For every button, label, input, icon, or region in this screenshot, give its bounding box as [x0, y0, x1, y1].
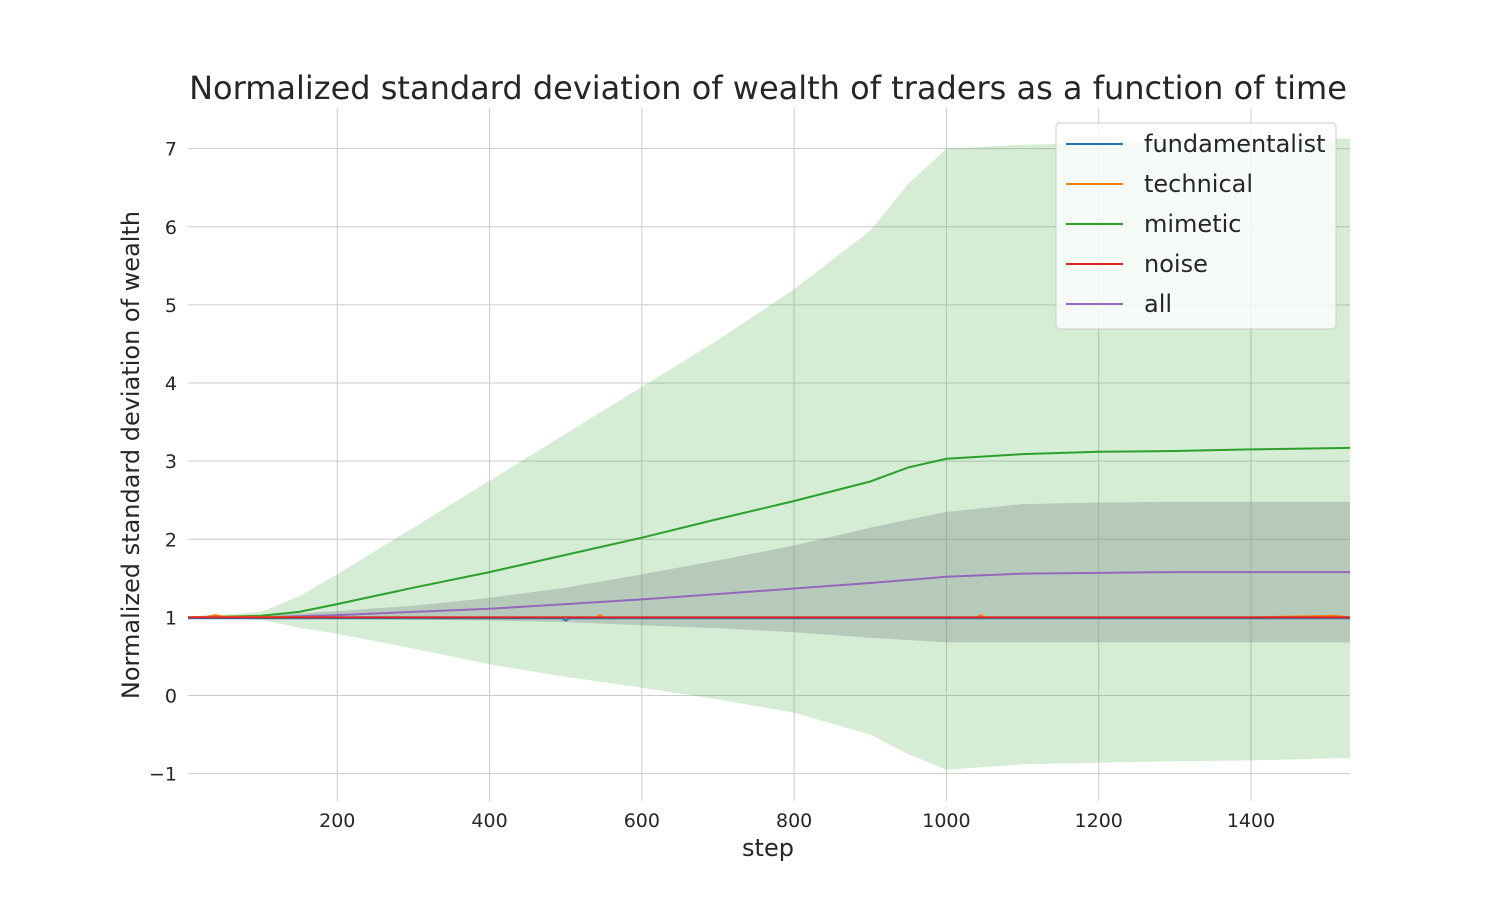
legend-box [1055, 122, 1337, 330]
legend-label-technical: technical [1144, 170, 1253, 198]
x-tick-label: 800 [776, 810, 812, 832]
y-tick-label: 3 [165, 451, 177, 473]
x-axis-label: step [742, 834, 794, 862]
x-tick-label: 200 [319, 810, 355, 832]
x-tick-label: 400 [471, 810, 507, 832]
y-tick-label: −1 [149, 764, 177, 786]
legend-label-all: all [1144, 290, 1172, 318]
y-tick-label: 7 [165, 139, 177, 161]
y-tick-label: 6 [165, 217, 177, 239]
x-tick-label: 600 [624, 810, 660, 832]
y-tick-label: 5 [165, 295, 177, 317]
legend-label-mimetic: mimetic [1144, 210, 1241, 238]
x-tick-label: 1200 [1075, 810, 1123, 832]
tick-labels: 200 400 600 800 1000 1200 1400 −1 0 1 2 3 4 5 6 7 [149, 139, 1275, 832]
all-band [188, 501, 1350, 643]
chart-title: Normalized standard deviation of wealth … [189, 69, 1347, 107]
y-tick-label: 4 [165, 373, 177, 395]
x-tick-label: 1400 [1227, 810, 1275, 832]
mimetic-line [188, 446, 1350, 619]
legend: fundamentalist technical mimetic noise all [1055, 122, 1337, 330]
y-tick-label: 1 [165, 607, 177, 629]
legend-label-fundamentalist: fundamentalist [1144, 130, 1326, 158]
y-tick-label: 0 [165, 686, 177, 708]
x-tick-label: 1000 [922, 810, 970, 832]
all-line [188, 571, 1350, 619]
y-axis-label: Normalized standard deviation of wealth [117, 211, 145, 699]
legend-label-noise: noise [1144, 250, 1208, 278]
y-tick-label: 2 [165, 529, 177, 551]
